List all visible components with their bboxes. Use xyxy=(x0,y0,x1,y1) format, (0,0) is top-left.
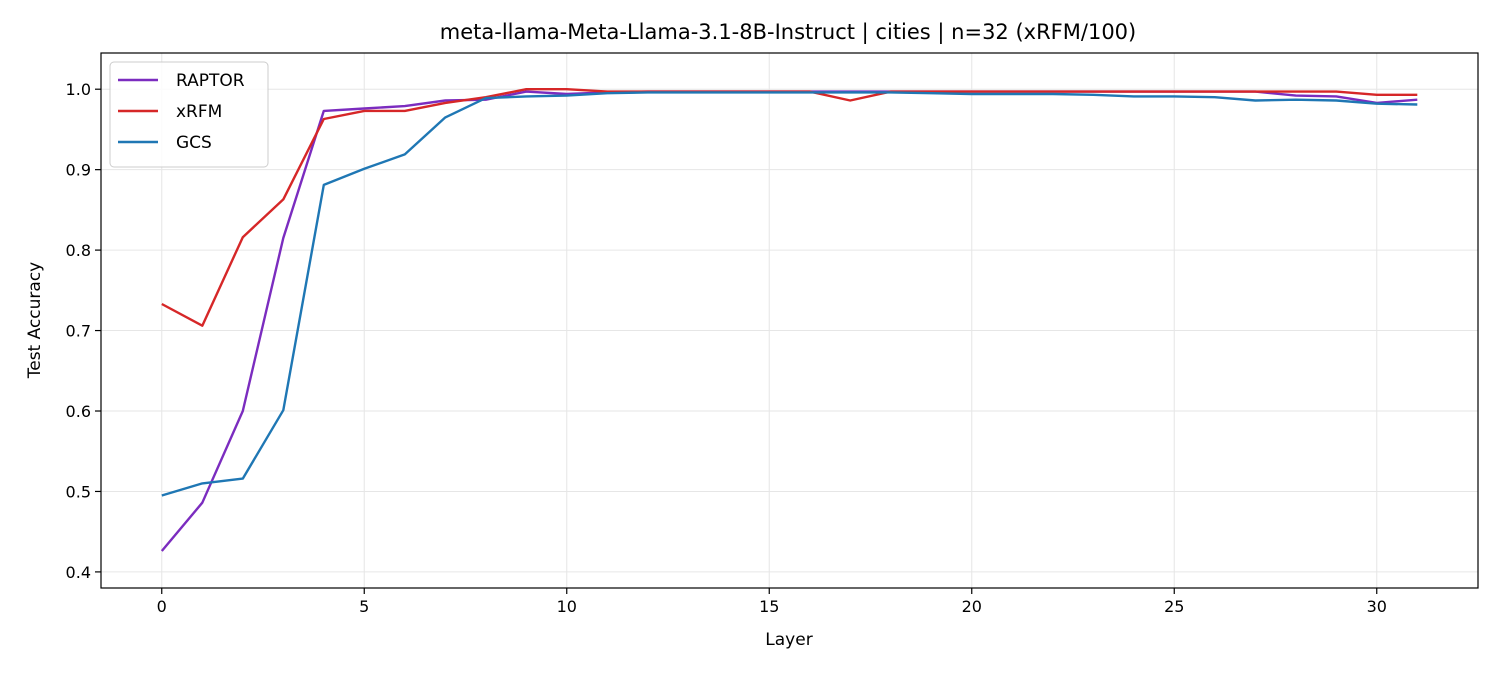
x-axis-label: Layer xyxy=(765,630,812,650)
y-tick-label: 0.8 xyxy=(66,241,91,260)
y-tick-label: 0.4 xyxy=(66,563,91,582)
legend-label-xrfm: xRFM xyxy=(176,102,222,122)
y-axis: 0.4 0.5 0.6 0.7 0.8 0.9 1.0 xyxy=(66,80,101,582)
y-tick-label: 1.0 xyxy=(66,80,91,99)
y-axis-label: Test Accuracy xyxy=(25,262,45,380)
y-tick-label: 0.7 xyxy=(66,322,91,341)
x-tick-label: 30 xyxy=(1367,597,1387,616)
x-tick-label: 5 xyxy=(359,597,369,616)
series-lines xyxy=(160,87,1418,552)
x-tick-label: 10 xyxy=(557,597,577,616)
plot-frame xyxy=(100,52,1479,589)
chart-title: meta-llama-Meta-Llama-3.1-8B-Instruct | … xyxy=(440,20,1136,45)
series-line-gcs xyxy=(161,91,1418,497)
series-line-xrfm xyxy=(161,87,1418,327)
x-tick-label: 20 xyxy=(962,597,982,616)
legend-box xyxy=(109,61,269,168)
series-line-raptor xyxy=(160,90,1418,552)
x-tick-label: 15 xyxy=(759,597,779,616)
x-axis: 0 5 10 15 20 25 30 xyxy=(157,588,1387,616)
x-tick-label: 25 xyxy=(1164,597,1184,616)
y-tick-label: 0.6 xyxy=(66,402,91,421)
x-tick-label: 0 xyxy=(157,597,167,616)
grid xyxy=(101,53,1478,588)
y-tick-label: 0.5 xyxy=(66,482,91,501)
legend-label-gcs: GCS xyxy=(176,133,212,153)
legend: RAPTOR xRFM GCS xyxy=(109,61,269,168)
y-tick-label: 0.9 xyxy=(66,161,91,180)
legend-label-raptor: RAPTOR xyxy=(176,71,245,91)
